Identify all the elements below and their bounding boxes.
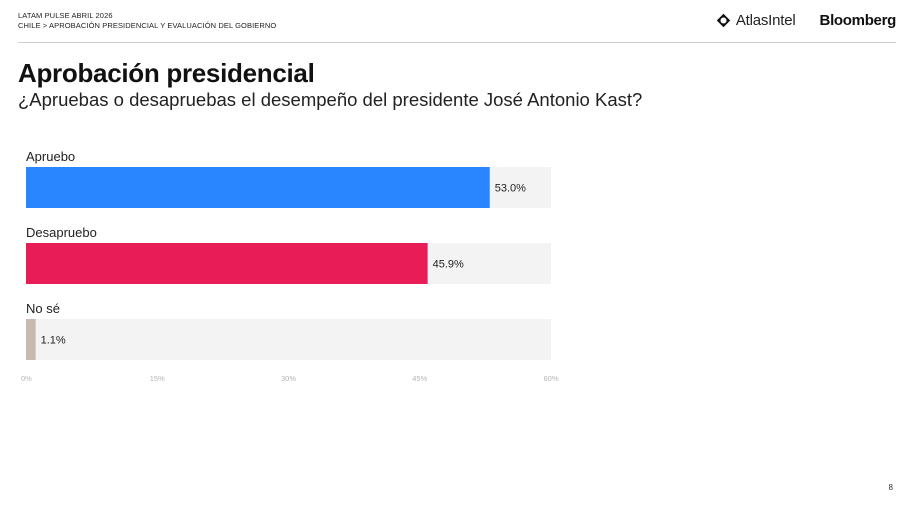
report-breadcrumb: CHILE > APROBACIÓN PRESIDENCIAL Y EVALUA… bbox=[18, 21, 277, 30]
page-title: Aprobación presidencial bbox=[18, 58, 315, 88]
category-label-no-se: No sé bbox=[26, 301, 60, 316]
value-label-apruebo: 53.0% bbox=[495, 183, 526, 195]
header-divider bbox=[18, 42, 896, 43]
bar-no-se bbox=[26, 319, 36, 360]
category-label-apruebo: Apruebo bbox=[26, 149, 75, 164]
category-label-desapruebo: Desapruebo bbox=[26, 225, 97, 240]
bar-desapruebo bbox=[26, 243, 428, 284]
bar-track-no-se bbox=[26, 319, 551, 360]
bloomberg-logo: Bloomberg bbox=[819, 12, 897, 29]
value-label-no-se: 1.1% bbox=[41, 335, 66, 347]
x-tick-label: 15% bbox=[150, 374, 165, 383]
page-number: 8 bbox=[888, 483, 893, 492]
x-tick-label: 30% bbox=[281, 374, 296, 383]
atlasintel-logo: AtlasIntel bbox=[716, 12, 796, 29]
page-subtitle: ¿Apruebas o desapruebas el desempeño del… bbox=[18, 89, 643, 110]
x-tick-label: 45% bbox=[412, 374, 427, 383]
report-series-label: LATAM PULSE ABRIL 2026 bbox=[18, 11, 113, 20]
atlasintel-diamond-icon bbox=[716, 13, 731, 28]
x-tick-label: 60% bbox=[543, 374, 558, 383]
x-tick-label: 0% bbox=[21, 374, 32, 383]
report-header: LATAM PULSE ABRIL 2026 CHILE > APROBACIÓ… bbox=[18, 11, 276, 31]
atlasintel-wordmark: AtlasIntel bbox=[735, 12, 796, 29]
bar-apruebo bbox=[26, 167, 490, 208]
value-label-desapruebo: 45.9% bbox=[433, 259, 464, 271]
logo-bar: AtlasIntel Bloomberg bbox=[716, 12, 896, 29]
